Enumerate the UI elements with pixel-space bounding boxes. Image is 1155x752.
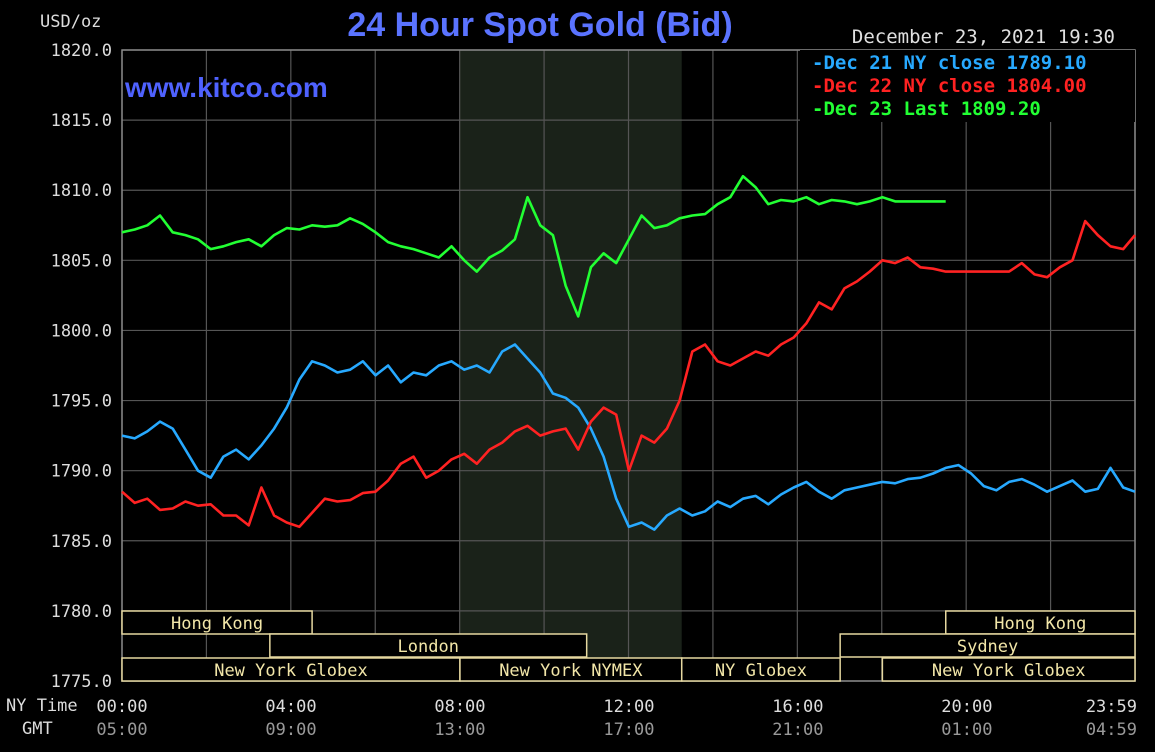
session-label: Sydney <box>957 637 1018 657</box>
chart-title: 24 Hour Spot Gold (Bid) <box>347 6 733 44</box>
y-tick-label: 1815.0 <box>51 111 112 131</box>
market-sessions: Hong Kong Hong Kong London Sydney New York G… <box>121 610 1136 682</box>
y-tick-label: 1800.0 <box>51 321 112 341</box>
session-label: London <box>398 637 459 657</box>
legend-label-dec21: Dec 21 NY close 1789.10 <box>823 52 1087 74</box>
chart-date: December 23, 2021 19:30 <box>851 26 1115 48</box>
gmt-label: GMT <box>22 719 53 739</box>
session-label: New York Globex <box>214 661 368 681</box>
y-tick-label: 1790.0 <box>51 462 112 482</box>
chart-grid <box>121 49 1136 682</box>
y-tick-label: 1780.0 <box>51 602 112 622</box>
session-label: NY Globex <box>715 661 807 681</box>
price-series <box>121 174 1136 531</box>
session-box <box>121 610 313 635</box>
x-tick-label-gmt: 04:59 <box>1086 720 1137 740</box>
x-tick-label-gmt: 05:00 <box>96 720 147 740</box>
chart-legend: -Dec 21 NY close 1789.10 -Dec 22 NY clos… <box>800 50 1135 122</box>
session-label: New York Globex <box>932 661 1086 681</box>
x-tick-label-gmt: 13:00 <box>434 720 485 740</box>
session-label: New York NYMEX <box>499 661 643 681</box>
series-line <box>121 219 1136 529</box>
x-tick-label-gmt: 01:00 <box>941 720 992 740</box>
y-axis-unit-label: USD/oz <box>40 12 102 32</box>
x-tick-label-ny: 12:00 <box>603 697 654 717</box>
legend-label-dec23: Dec 23 Last 1809.20 <box>823 98 1041 120</box>
y-tick-label: 1810.0 <box>51 181 112 201</box>
series-line <box>121 174 946 318</box>
legend-item-dec22: -Dec 22 NY close 1804.00 <box>812 75 1087 97</box>
y-tick-label: 1785.0 <box>51 532 112 552</box>
legend-label-dec22: Dec 22 NY close 1804.00 <box>823 75 1087 97</box>
series-line <box>121 343 1136 531</box>
y-tick-label: 1775.0 <box>51 672 112 692</box>
site-watermark[interactable]: www.kitco.com <box>125 72 328 103</box>
nymex-session-shading <box>459 50 682 681</box>
x-tick-label-gmt: 09:00 <box>265 720 316 740</box>
y-axis-ticks: 1775.0 1780.0 1785.0 1790.0 1795.0 1800.0 1805… <box>51 41 112 692</box>
x-tick-label-ny: 04:00 <box>265 697 316 717</box>
y-tick-label: 1820.0 <box>51 41 112 61</box>
session-label: Hong Kong <box>994 614 1086 634</box>
session-box <box>881 657 1136 682</box>
y-tick-label: 1805.0 <box>51 251 112 271</box>
x-tick-label-ny: 23:59 <box>1086 697 1137 717</box>
x-tick-label-ny: 00:00 <box>96 697 147 717</box>
x-tick-label-ny: 08:00 <box>434 697 485 717</box>
legend-item-dec21: -Dec 21 NY close 1789.10 <box>812 52 1087 74</box>
x-tick-label-gmt: 17:00 <box>603 720 654 740</box>
x-tick-label-ny: 20:00 <box>941 697 992 717</box>
session-box <box>680 657 841 682</box>
ny-time-label: NY Time <box>6 696 78 716</box>
x-tick-label-gmt: 21:00 <box>772 720 823 740</box>
session-box <box>839 633 1136 658</box>
y-tick-label: 1795.0 <box>51 392 112 412</box>
session-box <box>269 633 588 658</box>
x-axis-ticks: 00:00 05:00 04:00 09:00 08:00 13:00 12:00 17:00… <box>96 697 1137 740</box>
x-tick-label-ny: 16:00 <box>772 697 823 717</box>
session-label: Hong Kong <box>171 614 263 634</box>
legend-item-dec23: -Dec 23 Last 1809.20 <box>812 98 1041 120</box>
